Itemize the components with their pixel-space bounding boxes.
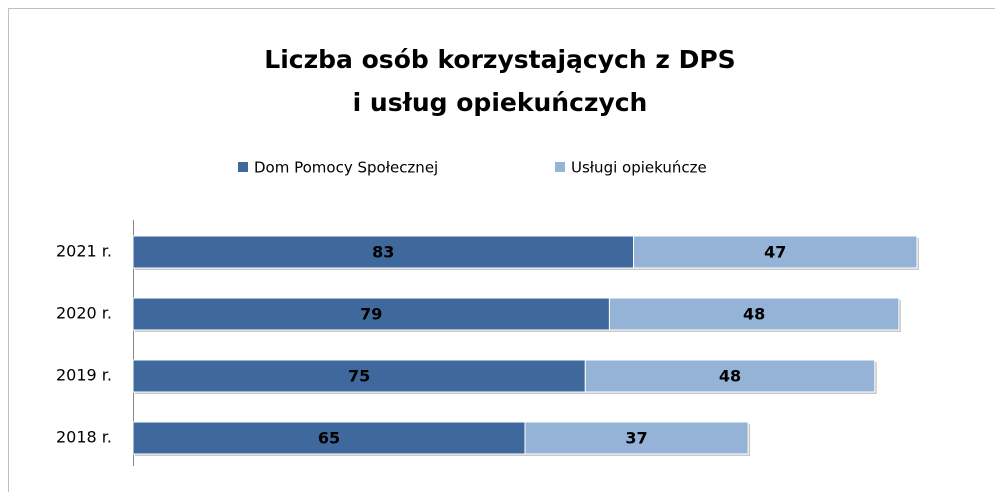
bar: [524, 421, 749, 455]
bar: [132, 421, 526, 455]
bar: [132, 359, 586, 393]
chart-frame: [8, 8, 995, 492]
data-label: 65: [318, 429, 340, 448]
y-tick-label: 2018 r.: [56, 428, 112, 447]
y-tick-label: 2019 r.: [56, 366, 112, 385]
legend-label: Usługi opiekuńcze: [571, 159, 707, 177]
data-label: 48: [719, 367, 741, 386]
legend-swatch: [555, 162, 565, 172]
legend-label: Dom Pomocy Społecznej: [254, 159, 438, 177]
bar: [584, 359, 876, 393]
data-label: 47: [764, 243, 786, 262]
legend-swatch: [238, 162, 248, 172]
data-label: 48: [743, 305, 765, 324]
bar: [132, 235, 635, 269]
bar: [608, 297, 900, 331]
data-label: 75: [348, 367, 370, 386]
bar: [633, 235, 918, 269]
data-label: 37: [625, 429, 647, 448]
chart-title: i usług opiekuńczych: [353, 88, 648, 117]
data-label: 79: [360, 305, 382, 324]
y-tick-label: 2021 r.: [56, 242, 112, 261]
chart-title: Liczba osób korzystających z DPS: [264, 45, 735, 74]
y-tick-label: 2020 r.: [56, 304, 112, 323]
data-label: 83: [372, 243, 394, 262]
